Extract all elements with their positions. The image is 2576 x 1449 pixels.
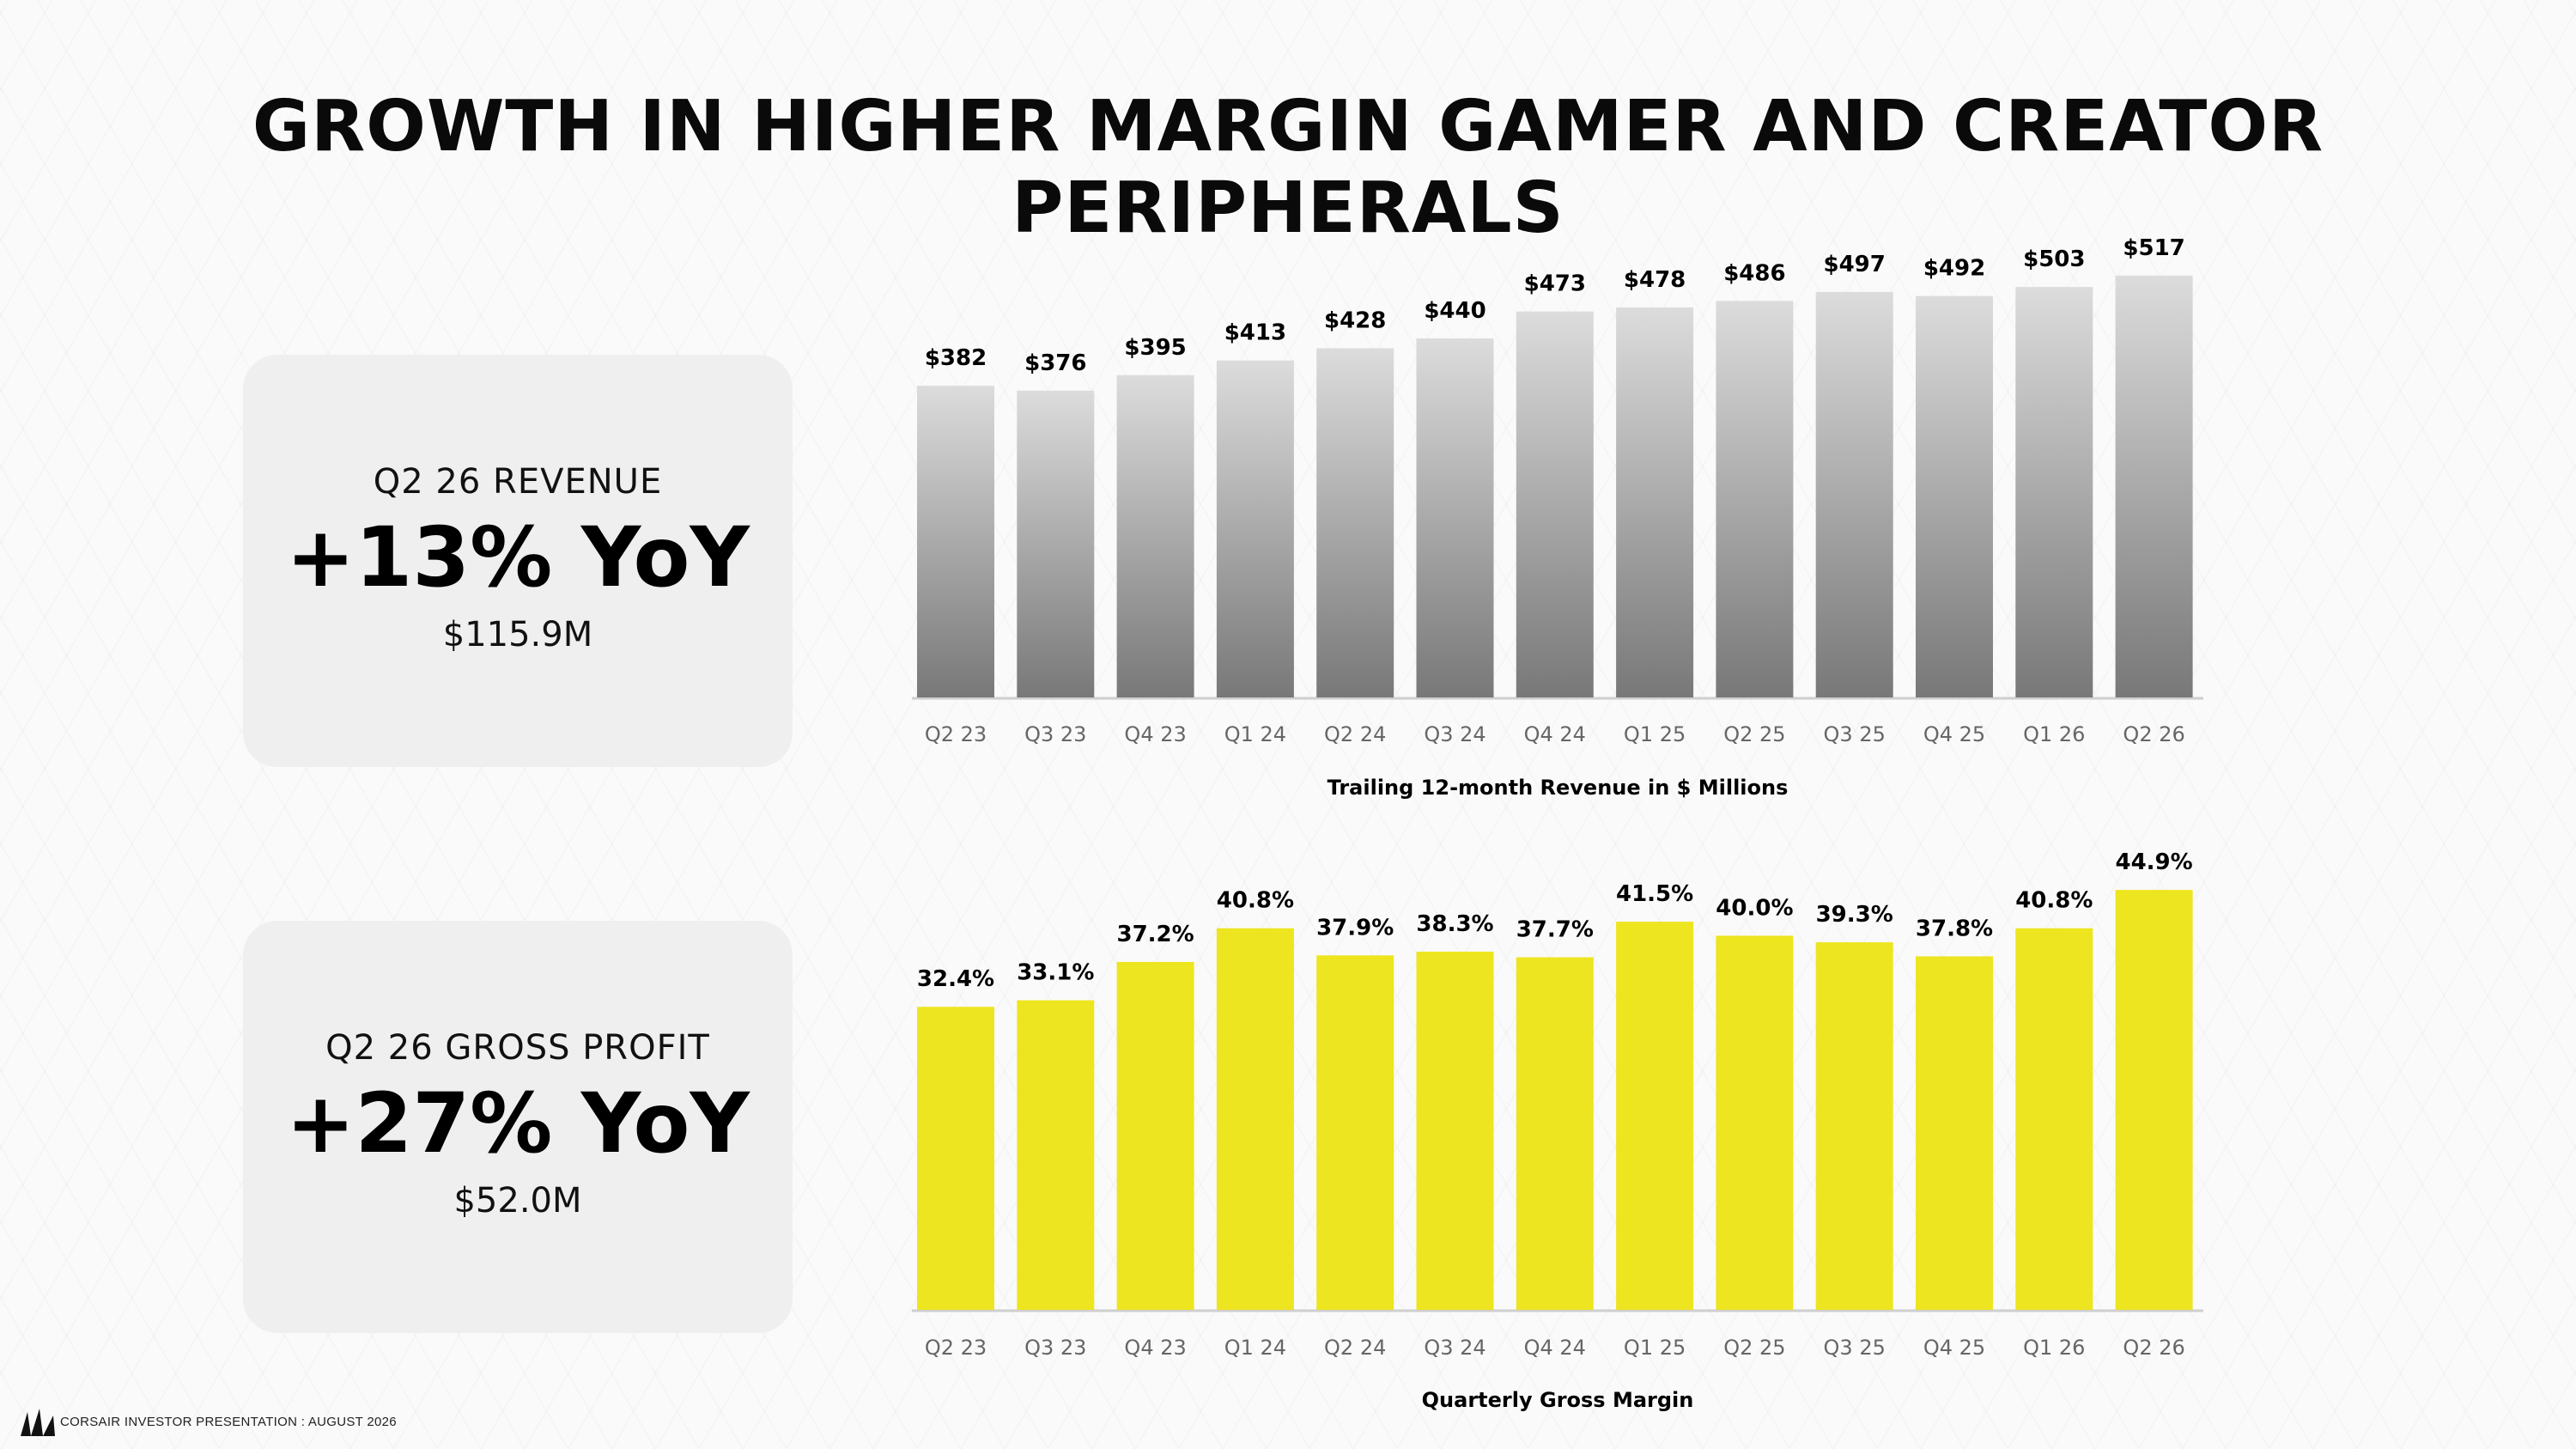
footer-text: CORSAIR INVESTOR PRESENTATION : AUGUST 2… <box>60 1415 397 1429</box>
x-tick-label: Q2 25 <box>1723 1336 1785 1360</box>
data-label: 40.8% <box>1217 888 1294 914</box>
revenue-chart: $382 Q2 23 $376 Q3 23 $395 Q4 23 $413 Q1 24 $428… <box>912 235 2203 800</box>
x-tick-label: Q4 24 <box>1524 1336 1586 1360</box>
gross-profit-kpi-growth: +27% YoY <box>286 1075 750 1172</box>
x-tick-label: Q2 24 <box>1324 722 1386 746</box>
bar <box>2015 287 2093 697</box>
bar <box>2115 275 2193 697</box>
bar <box>1815 942 1893 1310</box>
bar <box>917 1007 994 1310</box>
x-tick-label: Q2 23 <box>925 1336 987 1360</box>
data-label: 37.7% <box>1516 916 1594 942</box>
x-tick-label: Q3 25 <box>1824 1336 1886 1360</box>
bar <box>1216 928 1294 1310</box>
data-label: 41.5% <box>1616 881 1693 907</box>
chart-title: Quarterly Gross Margin <box>1422 1388 1694 1412</box>
gross-profit-kpi-card: Q2 26 GROSS PROFIT +27% YoY $52.0M <box>243 921 793 1333</box>
data-label: $486 <box>1723 260 1785 286</box>
bar <box>1815 291 1893 697</box>
data-label: 44.9% <box>2115 849 2192 875</box>
data-label: 37.8% <box>1916 916 1993 941</box>
data-label: $428 <box>1324 307 1386 333</box>
data-label: 37.2% <box>1116 922 1194 947</box>
x-tick-label: Q2 23 <box>925 722 987 746</box>
data-label: 40.8% <box>2015 888 2093 914</box>
x-tick-label: Q3 23 <box>1024 1336 1086 1360</box>
bar <box>1017 390 1095 697</box>
data-label: $382 <box>925 345 987 371</box>
revenue-kpi-card: Q2 26 REVENUE +13% YoY $115.9M <box>243 355 793 767</box>
revenue-kpi-amount: $115.9M <box>442 615 593 654</box>
x-tick-label: Q1 24 <box>1224 1336 1286 1360</box>
data-label: 40.0% <box>1716 895 1793 921</box>
x-tick-label: Q1 24 <box>1224 722 1286 746</box>
bar <box>1316 955 1394 1310</box>
bar <box>1916 295 1993 697</box>
x-tick-label: Q4 23 <box>1124 722 1186 746</box>
x-tick-label: Q2 26 <box>2123 1336 2184 1360</box>
x-tick-label: Q1 25 <box>1624 722 1686 746</box>
data-label: 39.3% <box>1816 902 1893 928</box>
chart-title: Trailing 12-month Revenue in $ Millions <box>1327 776 1789 800</box>
bar <box>1116 961 1194 1310</box>
data-label: $497 <box>1824 252 1886 277</box>
data-label: $503 <box>2023 247 2085 272</box>
bar <box>1216 360 1294 697</box>
bar <box>1916 956 1993 1310</box>
bar <box>1416 338 1494 697</box>
bar <box>1017 1000 1095 1310</box>
x-tick-label: Q3 23 <box>1024 722 1086 746</box>
gross-profit-kpi-label: Q2 26 GROSS PROFIT <box>325 1028 710 1068</box>
x-tick-label: Q2 25 <box>1723 722 1785 746</box>
data-label: 33.1% <box>1017 960 1094 986</box>
gross-margin-chart: 32.4% Q2 23 33.1% Q3 23 37.2% Q4 23 40.8% Q1 24… <box>912 849 2203 1412</box>
data-label: 37.9% <box>1316 915 1394 941</box>
bar <box>917 386 994 697</box>
bar <box>1316 348 1394 697</box>
bar <box>1616 307 1694 697</box>
data-label: $413 <box>1224 320 1286 346</box>
bar <box>1516 311 1594 697</box>
sail-logo-icon <box>21 1409 55 1436</box>
page-title: GROWTH IN HIGHER MARGIN GAMER AND CREATO… <box>252 86 2324 249</box>
x-tick-label: Q4 25 <box>1923 722 1985 746</box>
revenue-kpi-label: Q2 26 REVENUE <box>373 462 663 502</box>
bar <box>1616 922 1694 1310</box>
bar <box>2115 890 2193 1310</box>
x-tick-label: Q4 25 <box>1923 1336 1985 1360</box>
data-label: $517 <box>2123 235 2184 261</box>
x-tick-label: Q4 23 <box>1124 1336 1186 1360</box>
bar <box>1716 935 1794 1310</box>
bar <box>1416 951 1494 1310</box>
data-label: $478 <box>1624 267 1686 293</box>
data-label: 38.3% <box>1416 911 1493 937</box>
revenue-kpi-growth: +13% YoY <box>286 509 750 606</box>
bar <box>2015 928 2093 1310</box>
gross-profit-kpi-amount: $52.0M <box>453 1181 582 1221</box>
x-tick-label: Q3 24 <box>1424 1336 1485 1360</box>
data-label: 32.4% <box>917 966 994 992</box>
x-tick-label: Q2 26 <box>2123 722 2184 746</box>
x-tick-label: Q1 26 <box>2023 722 2085 746</box>
x-tick-label: Q3 24 <box>1424 722 1485 746</box>
x-tick-label: Q3 25 <box>1824 722 1886 746</box>
bar <box>1716 301 1794 697</box>
data-label: $395 <box>1124 335 1186 361</box>
data-label: $492 <box>1923 256 1985 282</box>
bar <box>1116 374 1194 697</box>
x-tick-label: Q1 25 <box>1624 1336 1686 1360</box>
x-tick-label: Q2 24 <box>1324 1336 1386 1360</box>
x-tick-label: Q1 26 <box>2023 1336 2085 1360</box>
x-tick-label: Q4 24 <box>1524 722 1586 746</box>
data-label: $473 <box>1524 271 1586 297</box>
bar <box>1516 957 1594 1310</box>
data-label: $376 <box>1024 350 1086 376</box>
data-label: $440 <box>1424 298 1485 324</box>
